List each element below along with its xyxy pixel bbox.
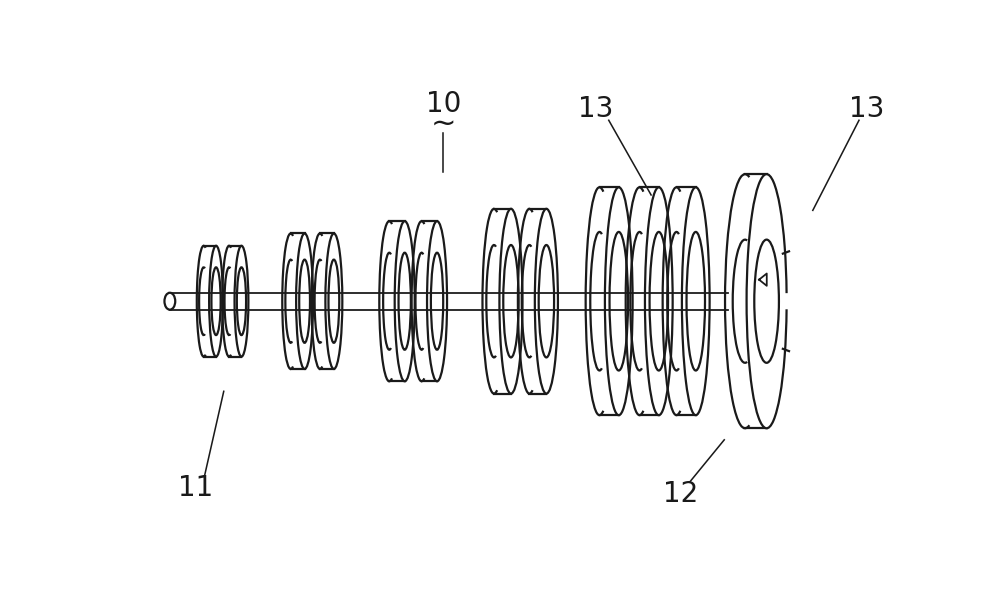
Ellipse shape (427, 221, 447, 382)
Ellipse shape (610, 232, 628, 371)
Ellipse shape (687, 232, 705, 371)
Text: 11: 11 (178, 474, 213, 502)
Text: 12: 12 (663, 480, 698, 508)
Ellipse shape (682, 187, 710, 415)
Ellipse shape (503, 245, 519, 358)
Text: 13: 13 (849, 94, 884, 123)
Ellipse shape (328, 260, 339, 343)
Ellipse shape (209, 246, 223, 356)
Ellipse shape (539, 245, 554, 358)
Ellipse shape (605, 187, 633, 415)
Text: 10: 10 (426, 90, 461, 118)
Ellipse shape (499, 209, 523, 393)
Ellipse shape (235, 246, 248, 356)
Ellipse shape (211, 267, 221, 335)
Ellipse shape (299, 260, 310, 343)
Ellipse shape (645, 187, 673, 415)
Ellipse shape (650, 232, 668, 371)
Text: ~: ~ (430, 109, 456, 139)
Ellipse shape (431, 253, 443, 350)
Ellipse shape (747, 174, 787, 428)
Text: 13: 13 (578, 94, 613, 123)
Ellipse shape (395, 221, 415, 382)
Ellipse shape (535, 209, 558, 393)
Ellipse shape (164, 293, 175, 310)
Ellipse shape (237, 267, 246, 335)
Ellipse shape (754, 240, 779, 363)
Ellipse shape (296, 233, 313, 369)
Ellipse shape (325, 233, 342, 369)
Ellipse shape (399, 253, 411, 350)
